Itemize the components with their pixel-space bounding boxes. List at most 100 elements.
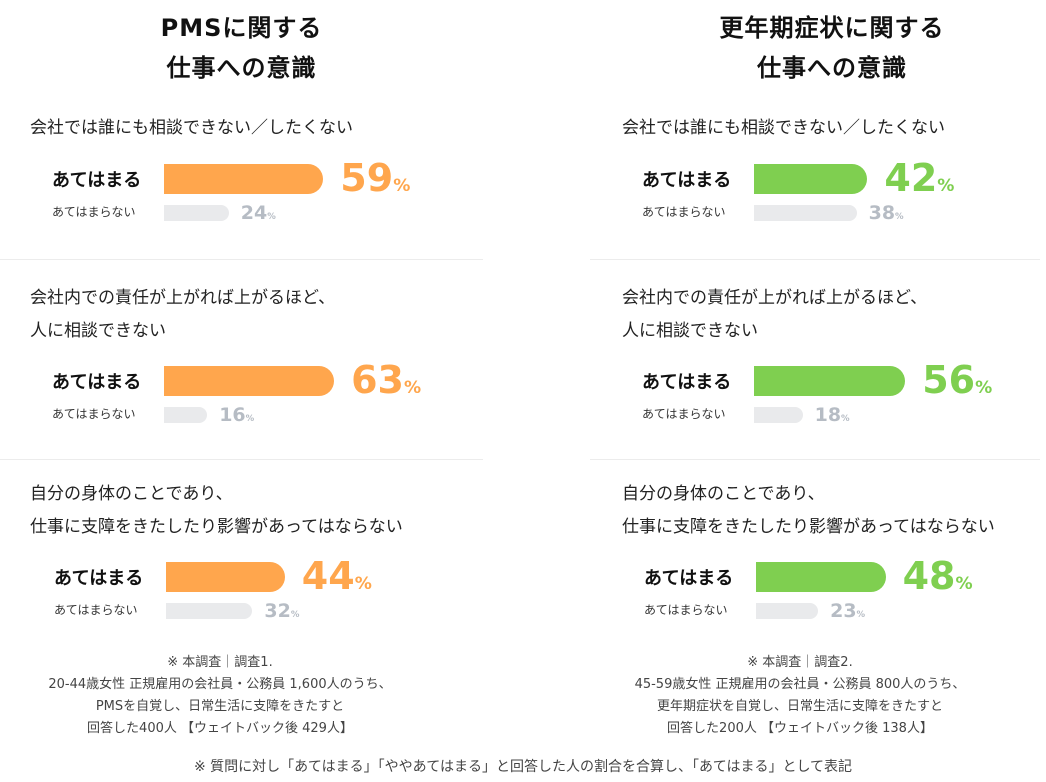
pms-label-yes: あてはまる bbox=[54, 568, 144, 589]
pms-chart-title-line: PMSに関する bbox=[160, 14, 323, 42]
menopause-survey-note-line: 更年期症状を自覚し、日常生活に支障をきたすと bbox=[656, 699, 943, 714]
menopause-value-no-number: 18 bbox=[814, 404, 842, 426]
menopause-chart-title-line: 仕事への意識 bbox=[757, 54, 907, 82]
pms-survey-note: ※ 本調査｜調査1. 20-44歳女性 正規雇用の会社員・公務員 1,600人のう… bbox=[0, 652, 440, 740]
pms-question-block-1: 会社では誰にも相談できない／したくないあてはまる 59% あてはまらない 24% bbox=[0, 112, 483, 262]
menopause-label-no: あてはまらない bbox=[642, 407, 726, 421]
pms-value-yes-number: 63 bbox=[351, 358, 404, 402]
pms-bar-yes-2 bbox=[164, 366, 335, 396]
menopause-question-block-3: 自分の身体のことであり、仕事に支障をきたしたり影響があってはならないあてはまる 4… bbox=[590, 478, 1046, 628]
pms-value-no-number: 24 bbox=[240, 202, 268, 224]
pms-survey-note-line: ※ 本調査｜調査1. bbox=[167, 655, 273, 670]
menopause-chart-title-line: 更年期症状に関する bbox=[719, 14, 945, 42]
menopause-value-no-unit: % bbox=[895, 212, 904, 222]
menopause-label-yes: あてはまる bbox=[642, 372, 732, 393]
pms-question-text-3: 自分の身体のことであり、仕事に支障をきたしたり影響があってはならない bbox=[30, 478, 403, 544]
menopause-value-yes-1: 42% bbox=[884, 158, 954, 206]
menopause-bar-yes-1 bbox=[754, 164, 868, 194]
pms-value-no-2: 16% bbox=[219, 404, 254, 430]
menopause-question-line: 自分の身体のことであり、 bbox=[622, 484, 825, 504]
pms-value-yes-number: 59 bbox=[340, 156, 394, 200]
pms-chart-title: PMSに関する 仕事への意識 bbox=[0, 8, 483, 88]
menopause-survey-note-line: ※ 本調査｜調査2. bbox=[747, 655, 853, 670]
pms-label-no: あてはまらない bbox=[52, 407, 136, 421]
pms-question-text-1: 会社では誰にも相談できない／したくない bbox=[30, 112, 353, 145]
pms-question-line: 仕事に支障をきたしたり影響があってはならない bbox=[30, 517, 403, 537]
menopause-value-no-unit: % bbox=[856, 610, 866, 620]
pms-value-yes-unit: % bbox=[354, 574, 372, 594]
pms-bar-no-3 bbox=[166, 603, 253, 619]
pms-question-line: 自分の身体のことであり、 bbox=[30, 484, 233, 504]
pms-bar-yes-3 bbox=[166, 562, 285, 592]
menopause-value-no-1: 38% bbox=[869, 202, 904, 228]
pms-bar-no-2 bbox=[164, 407, 208, 423]
menopause-divider bbox=[590, 459, 1040, 460]
menopause-survey-note-line: 45-59歳女性 正規雇用の会社員・公務員 800人のうち、 bbox=[634, 677, 966, 692]
pms-question-line: 会社では誰にも相談できない／したくない bbox=[30, 118, 353, 138]
menopause-value-yes-unit: % bbox=[975, 378, 993, 398]
pms-value-no-number: 32 bbox=[264, 600, 291, 622]
pms-value-no-unit: % bbox=[290, 610, 300, 620]
pms-value-yes-unit: % bbox=[393, 176, 411, 196]
menopause-value-yes-number: 48 bbox=[902, 554, 956, 598]
menopause-label-yes: あてはまる bbox=[644, 568, 734, 589]
menopause-bar-yes-2 bbox=[754, 366, 906, 396]
pms-value-no-unit: % bbox=[267, 212, 276, 222]
pms-value-yes-2: 63% bbox=[351, 360, 421, 408]
pms-value-yes-1: 59% bbox=[340, 158, 410, 206]
pms-label-no: あてはまらない bbox=[52, 205, 136, 219]
pms-value-no-3: 32% bbox=[264, 600, 299, 626]
pms-panel: PMSに関する 仕事への意識会社では誰にも相談できない／したくないあてはまる 59%… bbox=[0, 0, 483, 740]
menopause-question-text-1: 会社では誰にも相談できない／したくない bbox=[622, 112, 945, 145]
menopause-question-line: 会社では誰にも相談できない／したくない bbox=[622, 118, 945, 138]
menopause-value-yes-unit: % bbox=[955, 574, 973, 594]
menopause-bar-no-3 bbox=[756, 603, 819, 619]
menopause-question-line: 仕事に支障をきたしたり影響があってはならない bbox=[622, 517, 995, 537]
menopause-value-yes-number: 56 bbox=[922, 358, 976, 402]
menopause-value-yes-2: 56% bbox=[922, 360, 992, 408]
menopause-survey-note: ※ 本調査｜調査2. 45-59歳女性 正規雇用の会社員・公務員 800人のうち、… bbox=[590, 652, 1010, 740]
menopause-question-line: 会社内での責任が上がれば上がるほど、 bbox=[622, 288, 928, 308]
menopause-panel: 更年期症状に関する 仕事への意識会社では誰にも相談できない／したくないあてはまる 4… bbox=[590, 0, 1046, 740]
pms-value-yes-number: 44 bbox=[301, 554, 355, 598]
pms-bar-yes-1 bbox=[164, 164, 324, 194]
menopause-label-yes: あてはまる bbox=[642, 170, 732, 191]
pms-value-no-number: 16 bbox=[219, 404, 246, 426]
menopause-divider bbox=[590, 259, 1040, 260]
menopause-value-yes-3: 48% bbox=[903, 556, 973, 604]
pms-value-no-unit: % bbox=[245, 414, 255, 424]
pms-value-yes-unit: % bbox=[403, 378, 422, 398]
pms-question-line: 会社内での責任が上がれば上がるほど、 bbox=[30, 288, 336, 308]
pms-divider bbox=[0, 259, 483, 260]
menopause-value-no-2: 18% bbox=[815, 404, 850, 430]
pms-question-line: 人に相談できない bbox=[30, 321, 166, 341]
menopause-value-no-3: 23% bbox=[830, 600, 865, 626]
menopause-label-no: あてはまらない bbox=[644, 603, 728, 617]
pms-value-yes-3: 44% bbox=[302, 556, 372, 604]
menopause-question-text-3: 自分の身体のことであり、仕事に支障をきたしたり影響があってはならない bbox=[622, 478, 995, 544]
menopause-question-line: 人に相談できない bbox=[622, 321, 758, 341]
pms-survey-note-line: PMSを自覚し、日常生活に支障をきたすと bbox=[95, 699, 345, 714]
menopause-bar-no-1 bbox=[754, 205, 857, 221]
menopause-bar-no-2 bbox=[754, 407, 803, 423]
menopause-label-no: あてはまらない bbox=[642, 205, 726, 219]
menopause-value-no-number: 38 bbox=[868, 202, 896, 224]
pms-survey-note-line: 20-44歳女性 正規雇用の会社員・公務員 1,600人のうち、 bbox=[48, 677, 392, 692]
pms-question-text-2: 会社内での責任が上がれば上がるほど、 人に相談できない bbox=[30, 282, 335, 348]
menopause-value-no-unit: % bbox=[841, 414, 850, 424]
menopause-value-yes-number: 42 bbox=[884, 156, 938, 200]
pms-value-no-1: 24% bbox=[241, 202, 276, 228]
pms-label-yes: あてはまる bbox=[52, 170, 142, 191]
menopause-question-block-1: 会社では誰にも相談できない／したくないあてはまる 42% あてはまらない 38% bbox=[590, 112, 1046, 262]
pms-label-yes: あてはまる bbox=[52, 372, 142, 393]
pms-survey-note-line: 回答した400人 【ウェイトバック後 429人】 bbox=[87, 721, 353, 736]
menopause-bar-yes-3 bbox=[756, 562, 886, 592]
pms-question-block-3: 自分の身体のことであり、仕事に支障をきたしたり影響があってはならないあてはまる 4… bbox=[0, 478, 483, 628]
menopause-value-no-number: 23 bbox=[830, 600, 857, 622]
pms-question-block-2: 会社内での責任が上がれば上がるほど、 人に相談できない あてはまる 63% あてはまらな… bbox=[0, 282, 483, 432]
pms-chart-title-line: 仕事への意識 bbox=[166, 54, 317, 82]
menopause-value-yes-unit: % bbox=[937, 176, 955, 196]
menopause-survey-note-line: 回答した200人 【ウェイトバック後 138人】 bbox=[667, 721, 933, 736]
menopause-question-text-2: 会社内での責任が上がれば上がるほど、 人に相談できない bbox=[622, 282, 927, 348]
menopause-chart-title: 更年期症状に関する 仕事への意識 bbox=[590, 8, 1046, 88]
